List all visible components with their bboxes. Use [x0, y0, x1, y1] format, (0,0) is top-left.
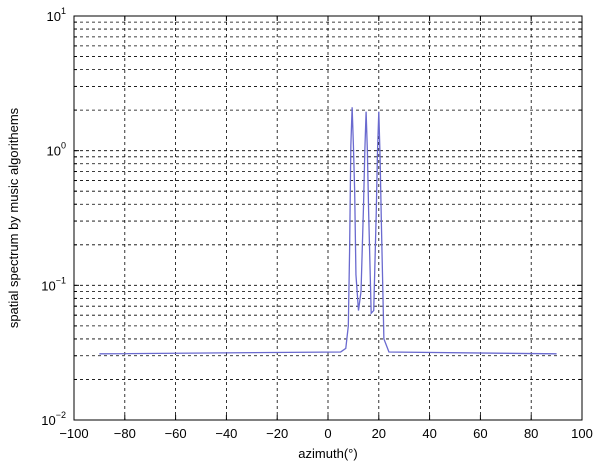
- tick-labels: −100 −80 −60 −40 −20 0 20 40 60 80 100 10−2 10−1 100 1…: [41, 6, 593, 441]
- x-tick-label: −20: [266, 426, 288, 441]
- grid: [74, 16, 582, 420]
- x-tick-label: 20: [372, 426, 386, 441]
- x-tick-label: 80: [524, 426, 538, 441]
- y-tick-label: 10−2: [41, 410, 66, 428]
- ticks: [73, 16, 583, 421]
- x-tick-label: 100: [571, 426, 593, 441]
- y-tick-label: 101: [47, 6, 66, 24]
- x-tick-label: 40: [422, 426, 436, 441]
- x-tick-label: −80: [114, 426, 136, 441]
- x-tick-label: −100: [59, 426, 88, 441]
- y-tick-label: 100: [47, 141, 66, 159]
- y-tick-label: 10−1: [41, 275, 66, 293]
- x-tick-label: −40: [215, 426, 237, 441]
- series-line-spectrum: [99, 107, 557, 355]
- x-tick-label: −60: [165, 426, 187, 441]
- x-tick-label: 0: [324, 426, 331, 441]
- y-axis-label: spatial spectrum by music algorithems: [6, 107, 21, 328]
- x-axis-label: azimuth(°): [298, 446, 357, 461]
- x-tick-label: 60: [473, 426, 487, 441]
